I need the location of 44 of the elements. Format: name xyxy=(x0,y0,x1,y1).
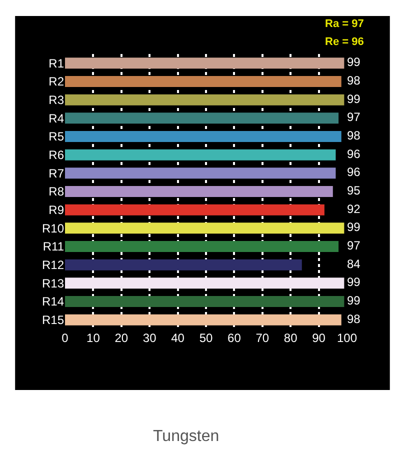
x-tick-label: 100 xyxy=(336,331,358,345)
data-label: 99 xyxy=(347,55,361,70)
x-tick-label: 40 xyxy=(171,331,185,345)
x-tick-label: 20 xyxy=(114,331,128,345)
y-tick-label: R8 xyxy=(48,184,64,199)
data-label: 97 xyxy=(347,238,361,252)
x-tick-label: 50 xyxy=(199,331,213,345)
y-tick-label: R11 xyxy=(42,240,64,254)
y-tick-label: R5 xyxy=(48,130,64,144)
data-label: 96 xyxy=(347,146,361,161)
x-tick-label: 0 xyxy=(62,331,69,345)
x-tick-label: 10 xyxy=(86,331,100,345)
y-tick-label: R1 xyxy=(48,56,64,70)
x-tick-label: 90 xyxy=(312,331,326,345)
y-tick-label: R9 xyxy=(48,203,64,218)
data-label: 99 xyxy=(347,220,361,234)
data-label: 92 xyxy=(347,202,361,216)
text: Re = 96 xyxy=(325,36,364,48)
y-tick-label: R6 xyxy=(48,148,64,162)
data-label: 98 xyxy=(347,312,361,326)
y-tick-label: R15 xyxy=(42,313,64,328)
y-tick-label: R3 xyxy=(48,93,64,108)
data-label: 97 xyxy=(347,110,361,124)
data-label: 98 xyxy=(347,128,361,142)
x-tick-label: 70 xyxy=(256,331,270,345)
data-label: 96 xyxy=(347,165,361,180)
data-label: 99 xyxy=(347,92,361,106)
y-tick-label: R4 xyxy=(48,111,64,126)
data-label: 95 xyxy=(347,184,361,198)
y-tick-label: R14 xyxy=(42,294,64,309)
y-tick-label: R10 xyxy=(42,221,64,236)
text: Ra = 97 xyxy=(325,18,364,30)
y-tick-label: R13 xyxy=(42,276,64,290)
y-tick-label: R12 xyxy=(42,258,64,272)
text: Tungsten xyxy=(153,428,220,445)
data-label: 84 xyxy=(347,256,361,271)
data-label: 98 xyxy=(347,74,361,88)
data-label: 99 xyxy=(347,275,361,290)
x-tick-label: 30 xyxy=(142,331,157,345)
x-tick-label: 60 xyxy=(228,331,242,345)
y-tick-label: R2 xyxy=(48,74,64,89)
x-tick-label: 80 xyxy=(284,331,298,345)
y-tick-label: R7 xyxy=(48,166,64,180)
data-label: 99 xyxy=(347,294,361,308)
